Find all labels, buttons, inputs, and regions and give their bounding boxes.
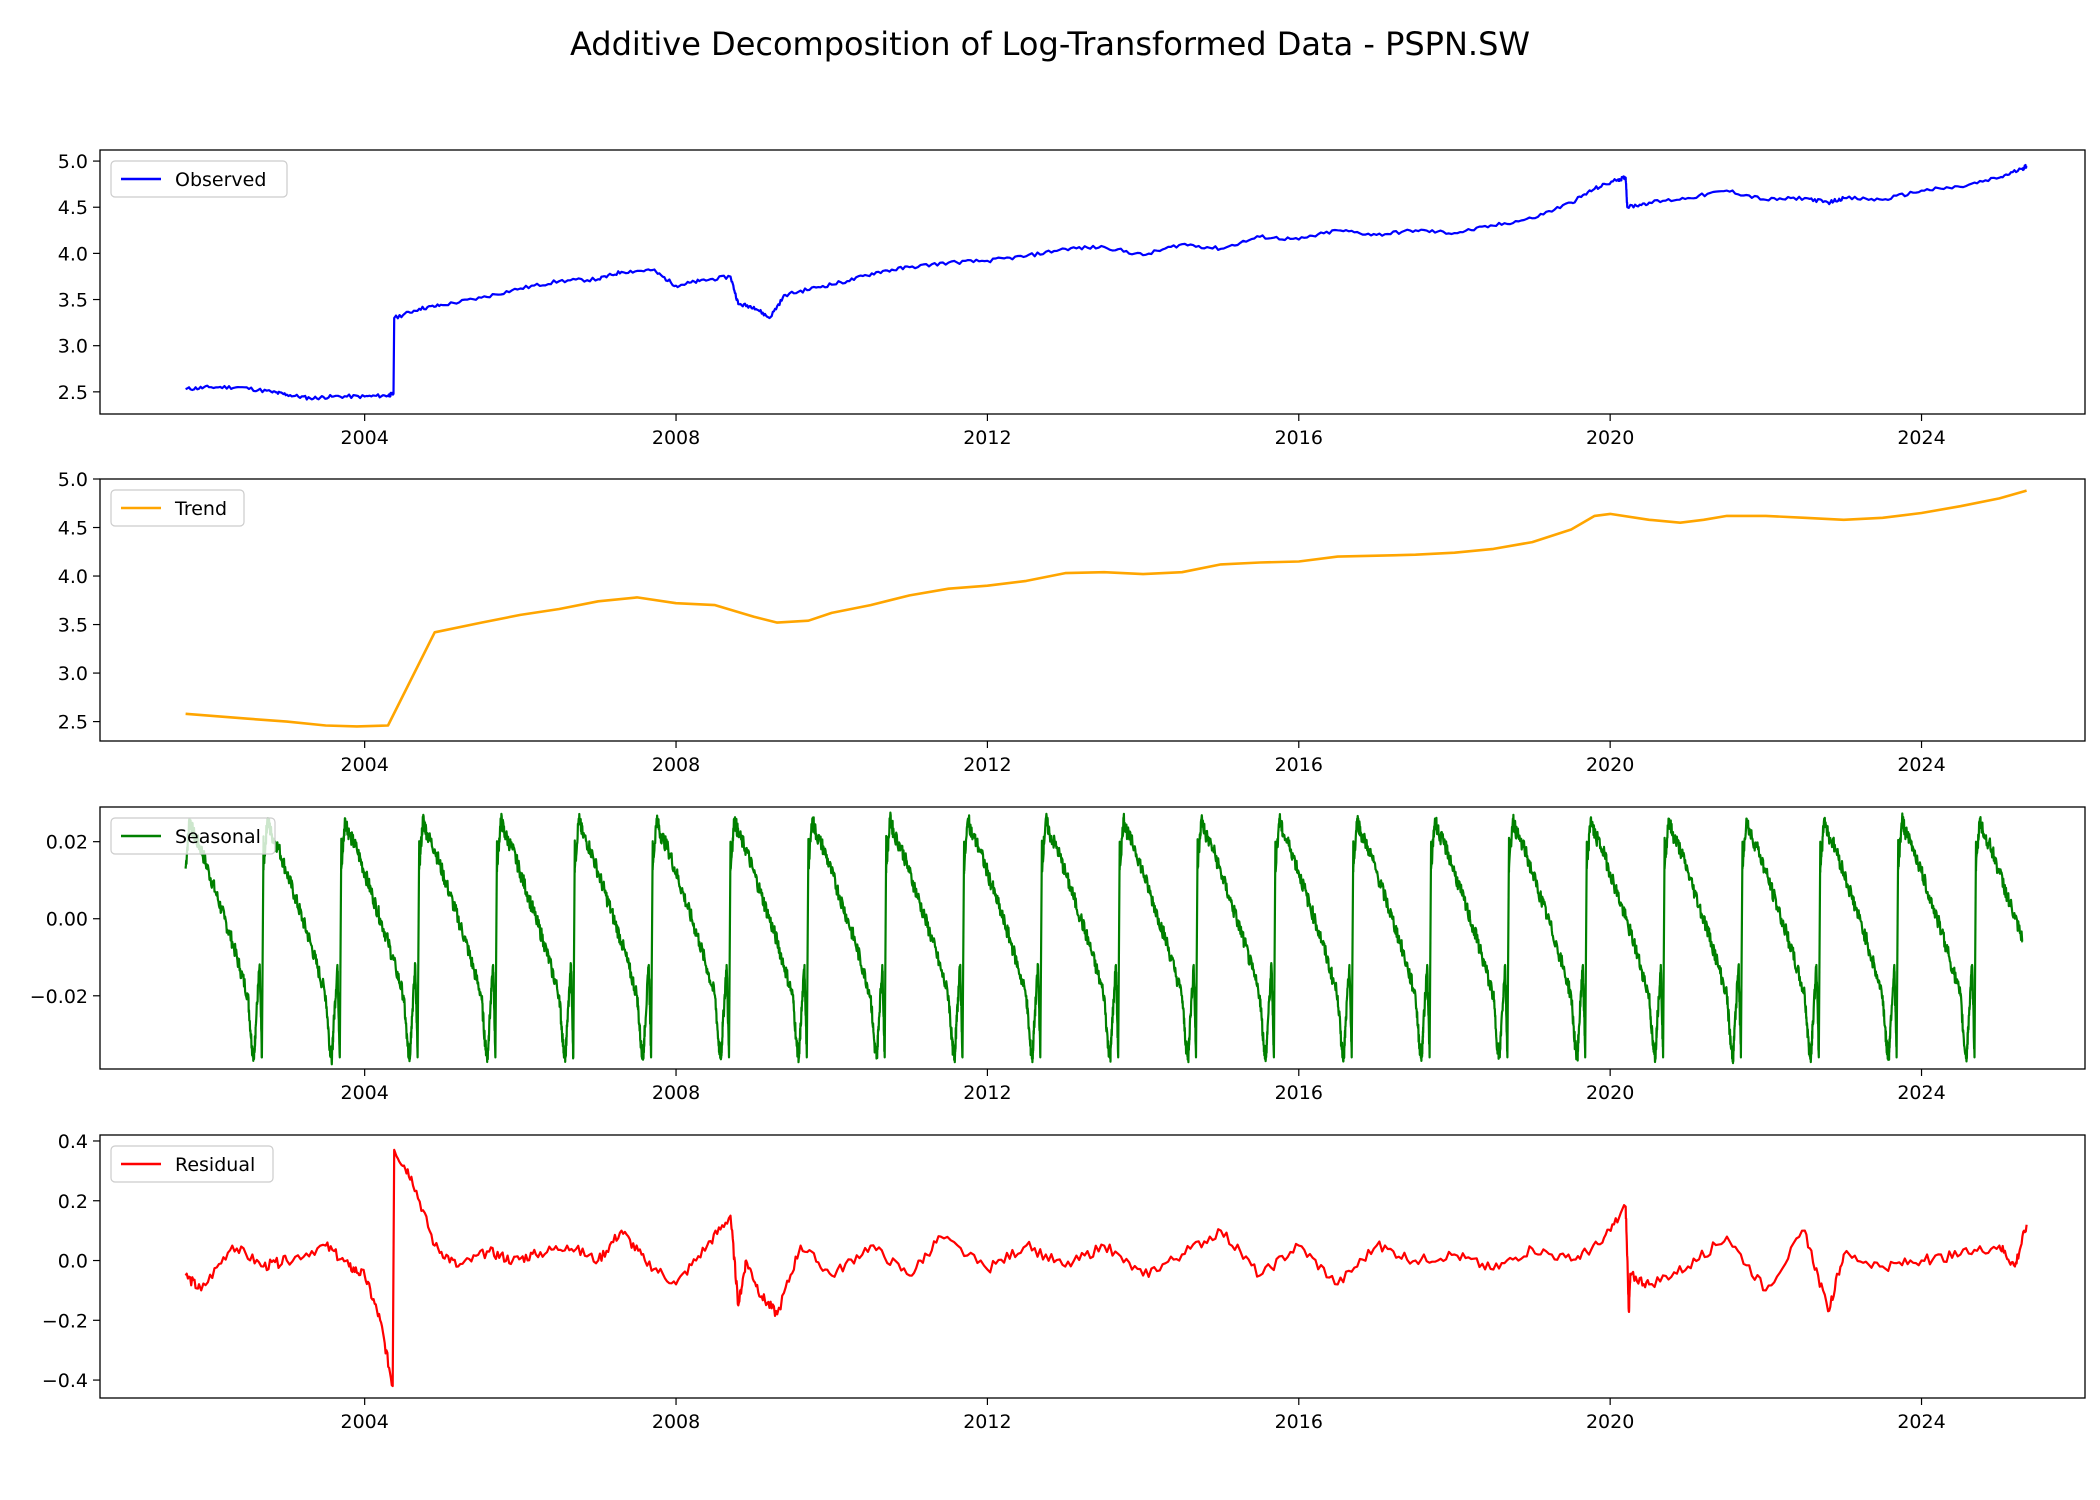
x-tick-label: 2016 [1275,754,1323,776]
series-line-seasonal [184,811,2024,1066]
y-tick-label: 3.0 [58,663,88,685]
legend-box [110,160,288,198]
x-tick-label: 2020 [1586,1411,1634,1433]
y-tick-label: 3.0 [58,336,88,358]
y-tick-label: 0.4 [58,1131,88,1153]
legend-box [110,1145,274,1183]
x-tick-label: 2016 [1275,1082,1323,1104]
x-tick-label: 2012 [963,427,1011,449]
legend-label: Seasonal [175,826,261,848]
series-line-trend [185,489,2027,728]
y-tick-label: 3.5 [58,615,88,637]
panel-observed: 2004 2008 2012 2016 2020 2024 2.5 3.0 3.5 4.0 4.5 5… [58,149,2086,449]
figure-title: Additive Decomposition of Log-Transforme… [570,25,1530,63]
y-tick-label: 4.0 [58,243,88,265]
x-tick-label: 2008 [652,1082,700,1104]
legend-label: Trend [174,498,227,520]
x-tick-label: 2024 [1897,427,1945,449]
x-tick-label: 2008 [652,1411,700,1433]
x-tick-label: 2012 [963,1082,1011,1104]
x-tick-label: 2012 [963,754,1011,776]
legend-box [110,489,245,527]
y-tick-label: 2.5 [58,712,88,734]
x-tick-label: 2024 [1897,1082,1945,1104]
x-tick-label: 2016 [1275,1411,1323,1433]
x-tick-label: 2020 [1586,1082,1634,1104]
x-tick-label: 2008 [652,754,700,776]
y-tick-label: 2.5 [58,382,88,404]
x-tick-label: 2004 [340,1082,388,1104]
x-tick-label: 2020 [1586,754,1634,776]
y-tick-label: 4.0 [58,566,88,588]
x-tick-label: 2016 [1275,427,1323,449]
y-tick-label: 0.2 [58,1191,88,1213]
x-tick-label: 2024 [1897,754,1945,776]
legend-label: Observed [175,169,266,191]
axes-frame [99,478,2086,742]
y-tick-label: −0.2 [42,1310,88,1332]
y-tick-label: 5.0 [58,469,88,491]
x-tick-label: 2024 [1897,1411,1945,1433]
panel-residual: 2004 2008 2012 2016 2020 2024 −0.4 −0.2 0.0 0.2 0.… [42,1131,2086,1433]
y-tick-label: −0.4 [42,1370,88,1392]
x-tick-label: 2020 [1586,427,1634,449]
panel-seasonal: 2004 2008 2012 2016 2020 2024 −0.02 0.00 0.02 Sea… [30,806,2086,1104]
x-tick-label: 2012 [963,1411,1011,1433]
x-tick-label: 2004 [340,1411,388,1433]
y-tick-label: 5.0 [58,151,88,173]
y-tick-label: −0.02 [30,986,88,1008]
axes-frame [99,1134,2086,1399]
x-tick-label: 2008 [652,427,700,449]
axes-frame [99,806,2086,1070]
panels: 2004 2008 2012 2016 2020 2024 2.5 3.0 3.5 4.0 4.5 5… [30,149,2086,1433]
y-tick-label: 4.5 [58,518,88,540]
panel-trend: 2004 2008 2012 2016 2020 2024 2.5 3.0 3.5 4.0 4.5 5… [58,469,2086,776]
x-tick-label: 2004 [340,754,388,776]
series-line-observed [185,163,2028,401]
y-tick-label: 0.02 [46,832,88,854]
axes-frame [99,149,2086,415]
legend-box [110,817,276,855]
series-line-residual [184,1148,2028,1388]
legend-label: Residual [175,1154,255,1176]
x-tick-label: 2004 [340,427,388,449]
y-tick-label: 4.5 [58,197,88,219]
y-tick-label: 3.5 [58,290,88,312]
y-tick-label: 0.0 [58,1251,88,1273]
y-tick-label: 0.00 [46,909,88,931]
